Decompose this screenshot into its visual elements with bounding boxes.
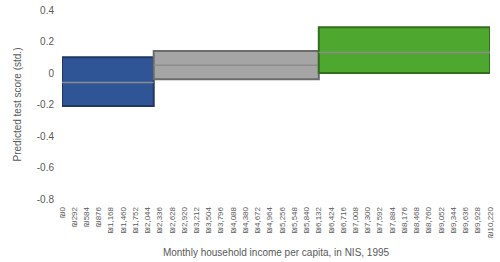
svg-text:₪1,460: ₪1,460: [119, 206, 128, 233]
svg-text:₪4,380: ₪4,380: [241, 206, 250, 233]
svg-text:₪8,176: ₪8,176: [400, 206, 409, 233]
svg-text:-0.8: -0.8: [37, 194, 55, 205]
svg-text:Predicted test score (std.): Predicted test score (std.): [12, 48, 23, 162]
svg-text:₪4,088: ₪4,088: [229, 206, 238, 233]
svg-text:-0.6: -0.6: [37, 162, 55, 173]
svg-text:-0.4: -0.4: [37, 131, 55, 142]
svg-text:₪10,220: ₪10,220: [486, 206, 495, 238]
svg-text:₪3,504: ₪3,504: [204, 206, 213, 233]
svg-text:₪5,840: ₪5,840: [302, 206, 311, 233]
svg-text:₪2,920: ₪2,920: [180, 206, 189, 233]
svg-text:₪1,168: ₪1,168: [106, 206, 115, 233]
svg-text:₪9,052: ₪9,052: [437, 206, 446, 233]
svg-text:₪0: ₪0: [58, 206, 67, 218]
svg-text:₪7,300: ₪7,300: [363, 206, 372, 233]
svg-text:Monthly household income per c: Monthly household income per capita, in …: [163, 247, 390, 258]
svg-text:0.4: 0.4: [40, 5, 54, 16]
svg-text:₪9,344: ₪9,344: [449, 206, 458, 233]
svg-text:₪2,336: ₪2,336: [155, 206, 164, 233]
svg-text:₪876: ₪876: [94, 206, 103, 227]
svg-text:-0.2: -0.2: [37, 99, 55, 110]
svg-text:₪1,752: ₪1,752: [131, 206, 140, 233]
svg-text:₪7,884: ₪7,884: [388, 206, 397, 233]
svg-text:₪5,548: ₪5,548: [290, 206, 299, 233]
svg-text:₪8,468: ₪8,468: [412, 206, 421, 233]
svg-text:₪7,592: ₪7,592: [375, 206, 384, 233]
svg-text:₪9,636: ₪9,636: [461, 206, 470, 233]
svg-text:₪4,672: ₪4,672: [253, 206, 262, 233]
svg-text:0.2: 0.2: [40, 36, 54, 47]
svg-text:₪9,928: ₪9,928: [473, 206, 482, 233]
svg-text:₪584: ₪584: [82, 206, 91, 227]
svg-text:₪7,008: ₪7,008: [351, 206, 360, 233]
svg-text:₪5,256: ₪5,256: [278, 206, 287, 233]
svg-text:0: 0: [48, 68, 54, 79]
svg-text:₪6,424: ₪6,424: [327, 206, 336, 233]
svg-text:₪4,964: ₪4,964: [265, 206, 274, 233]
svg-text:₪292: ₪292: [70, 206, 79, 227]
svg-text:₪2,628: ₪2,628: [168, 206, 177, 233]
svg-text:₪3,212: ₪3,212: [192, 206, 201, 233]
svg-text:₪6,716: ₪6,716: [339, 206, 348, 233]
svg-text:₪2,044: ₪2,044: [143, 206, 152, 233]
svg-text:₪3,796: ₪3,796: [216, 206, 225, 233]
svg-text:₪6,132: ₪6,132: [314, 206, 323, 233]
svg-text:₪8,760: ₪8,760: [424, 206, 433, 233]
